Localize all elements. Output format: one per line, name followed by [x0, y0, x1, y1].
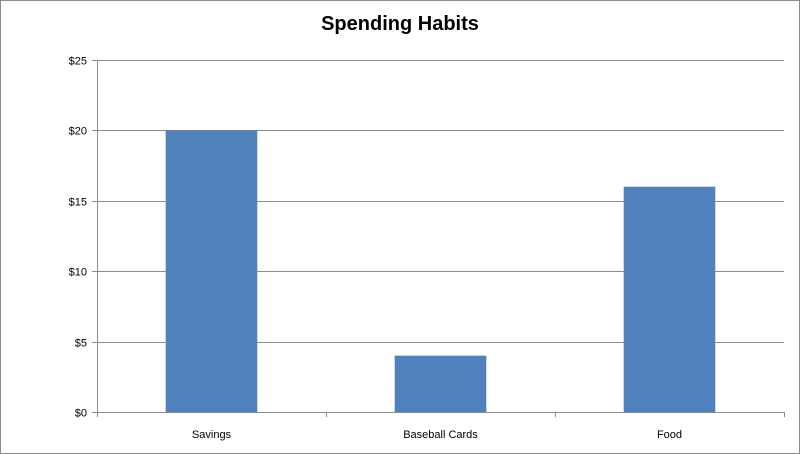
- y-tick-label: $0: [75, 408, 87, 420]
- y-tick-label: $15: [69, 197, 87, 209]
- x-tick-label: Savings: [192, 429, 232, 441]
- y-tick-label: $10: [69, 267, 87, 279]
- bar-baseball-cards: [394, 355, 487, 412]
- y-tick-label: $25: [69, 56, 87, 68]
- chart-title: Spending Habits: [321, 13, 479, 35]
- x-tick-label: Food: [657, 429, 682, 441]
- bar-savings: [165, 130, 258, 412]
- y-tick-label: $5: [75, 338, 87, 350]
- y-tick-label: $20: [69, 126, 87, 138]
- x-tick-label: Baseball Cards: [403, 429, 478, 441]
- bar-food: [623, 186, 716, 412]
